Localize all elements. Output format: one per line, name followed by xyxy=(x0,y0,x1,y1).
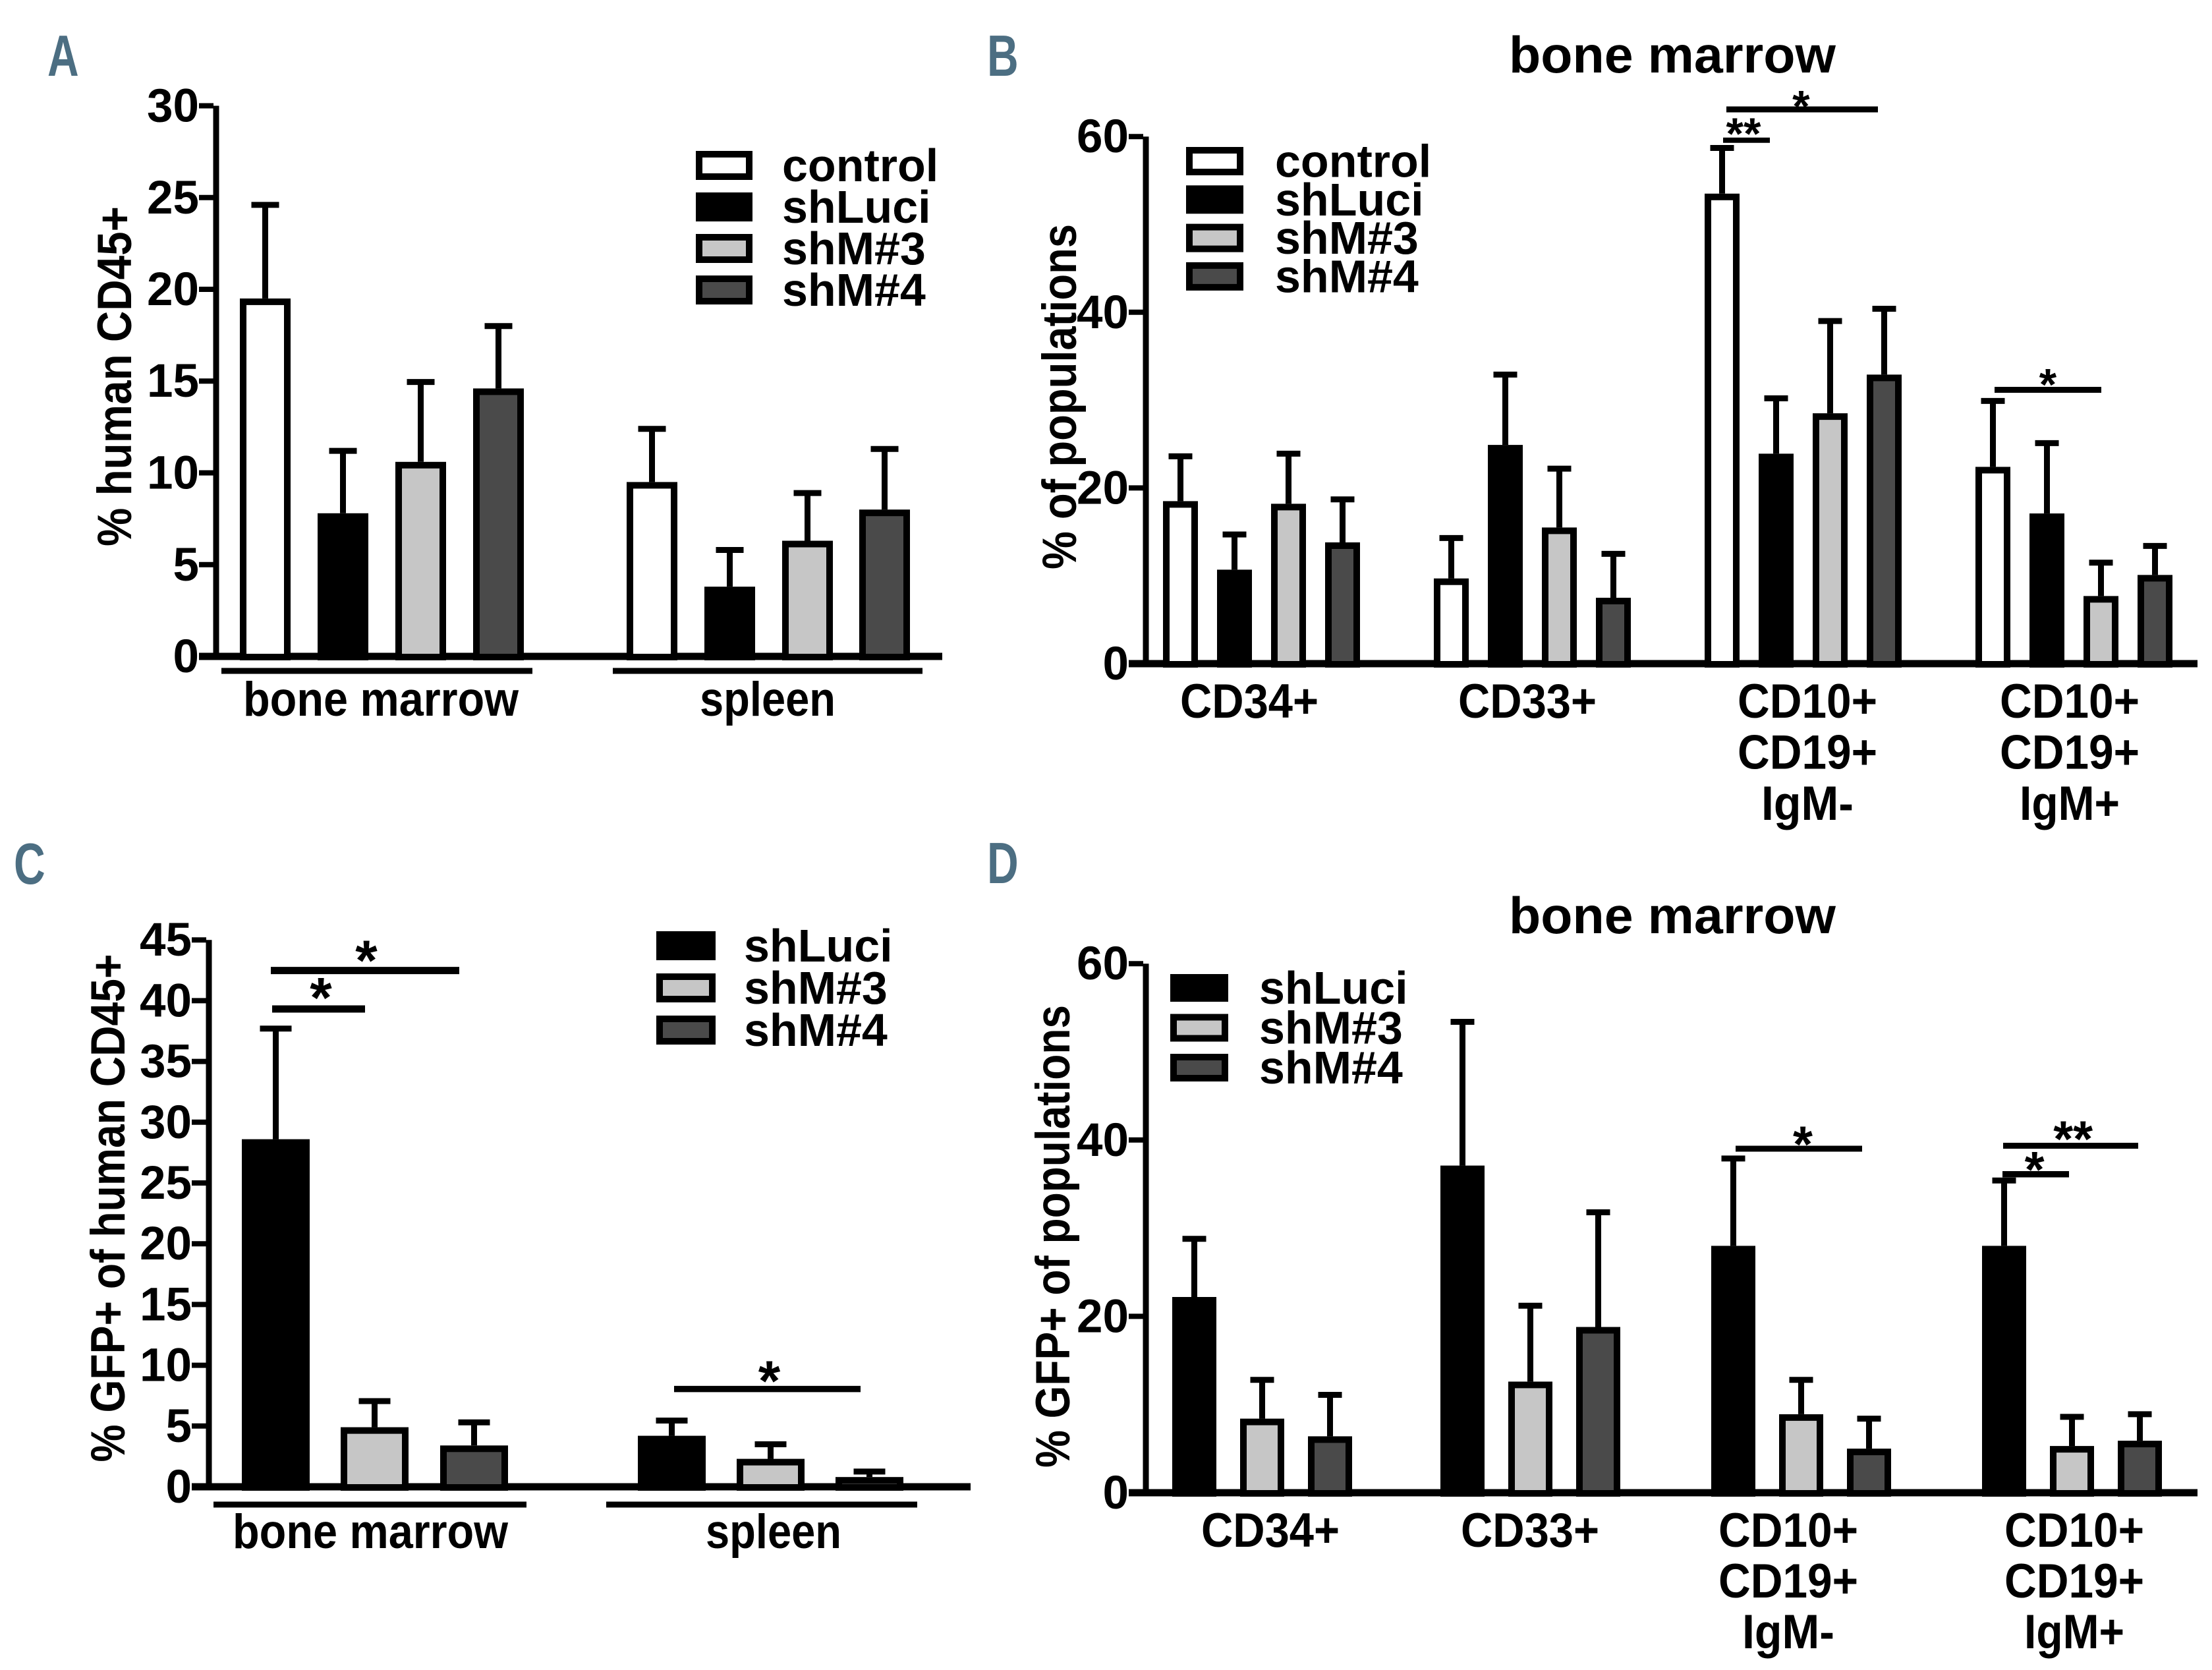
svg-text:10: 10 xyxy=(147,447,199,500)
svg-text:CD34+: CD34+ xyxy=(1180,675,1319,728)
svg-text:*: * xyxy=(758,1350,781,1413)
svg-text:bone marrow: bone marrow xyxy=(233,1505,508,1559)
svg-text:*: * xyxy=(355,929,378,993)
svg-text:15: 15 xyxy=(147,355,199,407)
svg-text:0: 0 xyxy=(1103,638,1129,690)
svg-text:35: 35 xyxy=(140,1036,192,1088)
svg-text:25: 25 xyxy=(147,172,199,224)
svg-text:A: A xyxy=(47,24,79,88)
svg-text:0: 0 xyxy=(166,1461,192,1513)
svg-text:40: 40 xyxy=(1077,287,1129,339)
svg-text:CD19+: CD19+ xyxy=(2004,1555,2144,1608)
svg-text:shM#3: shM#3 xyxy=(744,962,888,1014)
svg-text:shM#4: shM#4 xyxy=(1275,250,1419,302)
svg-text:IgM+: IgM+ xyxy=(2020,777,2120,830)
svg-text:CD19+: CD19+ xyxy=(1738,726,1877,780)
svg-text:0: 0 xyxy=(173,631,200,683)
svg-text:shM#3: shM#3 xyxy=(1259,1002,1403,1054)
svg-text:20: 20 xyxy=(147,264,199,316)
svg-text:shM#4: shM#4 xyxy=(744,1004,888,1056)
svg-text:*: * xyxy=(2025,1141,2045,1198)
svg-text:shLuci: shLuci xyxy=(1259,962,1408,1014)
svg-text:shLuci: shLuci xyxy=(744,920,893,971)
svg-text:D: D xyxy=(987,832,1019,896)
svg-text:20: 20 xyxy=(1077,1290,1129,1342)
svg-text:spleen: spleen xyxy=(706,1505,841,1559)
svg-text:15: 15 xyxy=(140,1279,192,1331)
svg-text:bone marrow: bone marrow xyxy=(1509,26,1836,84)
svg-text:CD10+: CD10+ xyxy=(1718,1504,1858,1557)
svg-text:0: 0 xyxy=(1103,1467,1129,1519)
svg-text:shM#3: shM#3 xyxy=(1275,212,1419,264)
svg-text:IgM+: IgM+ xyxy=(2024,1605,2124,1659)
svg-text:shM#3: shM#3 xyxy=(782,223,926,274)
svg-text:% of populations: % of populations xyxy=(1033,224,1087,569)
svg-text:CD19+: CD19+ xyxy=(2000,726,2140,780)
svg-text:shM#4: shM#4 xyxy=(782,264,926,316)
svg-text:**: ** xyxy=(2053,1111,2093,1168)
svg-text:20: 20 xyxy=(140,1218,192,1270)
svg-text:30: 30 xyxy=(140,1097,192,1149)
svg-text:**: ** xyxy=(1726,109,1761,159)
svg-text:bone marrow: bone marrow xyxy=(243,673,519,726)
svg-text:40: 40 xyxy=(140,975,192,1027)
svg-text:*: * xyxy=(2039,359,2057,409)
svg-text:45: 45 xyxy=(140,914,192,966)
svg-text:*: * xyxy=(1792,82,1810,132)
svg-text:C: C xyxy=(14,832,45,896)
svg-text:CD33+: CD33+ xyxy=(1458,675,1597,728)
svg-text:10: 10 xyxy=(140,1340,192,1392)
svg-text:30: 30 xyxy=(147,80,199,132)
svg-text:bone marrow: bone marrow xyxy=(1509,886,1836,944)
svg-text:5: 5 xyxy=(166,1400,192,1453)
svg-text:shM#4: shM#4 xyxy=(1259,1042,1403,1093)
svg-text:control: control xyxy=(1275,136,1431,187)
svg-text:B: B xyxy=(987,24,1019,88)
svg-text:CD10+: CD10+ xyxy=(1738,675,1877,728)
svg-text:60: 60 xyxy=(1077,938,1129,990)
svg-text:IgM-: IgM- xyxy=(1742,1605,1834,1659)
svg-text:60: 60 xyxy=(1077,111,1129,163)
svg-text:CD34+: CD34+ xyxy=(1201,1504,1340,1557)
svg-text:shLuci: shLuci xyxy=(782,181,931,233)
svg-text:*: * xyxy=(310,967,332,1030)
svg-text:% human CD45+: % human CD45+ xyxy=(88,206,142,546)
svg-text:% GFP+ of human CD45+: % GFP+ of human CD45+ xyxy=(82,954,135,1462)
svg-text:25: 25 xyxy=(140,1157,192,1209)
svg-text:40: 40 xyxy=(1077,1114,1129,1166)
svg-text:spleen: spleen xyxy=(700,673,836,726)
svg-text:CD19+: CD19+ xyxy=(1718,1555,1858,1608)
svg-text:control: control xyxy=(782,140,938,191)
svg-text:20: 20 xyxy=(1077,462,1129,514)
svg-text:shLuci: shLuci xyxy=(1275,174,1424,225)
svg-text:CD10+: CD10+ xyxy=(2000,675,2140,728)
svg-text:% GFP+ of populations: % GFP+ of populations xyxy=(1027,1005,1080,1468)
svg-text:CD10+: CD10+ xyxy=(2004,1504,2144,1557)
svg-text:IgM-: IgM- xyxy=(1761,777,1854,830)
svg-text:*: * xyxy=(1793,1116,1813,1173)
svg-text:5: 5 xyxy=(173,539,200,591)
svg-text:CD33+: CD33+ xyxy=(1461,1504,1599,1557)
